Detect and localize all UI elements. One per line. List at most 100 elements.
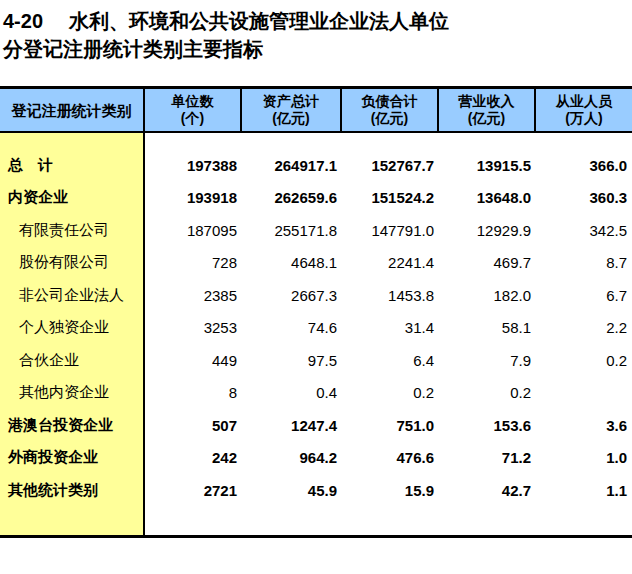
cell-value: 58.1 xyxy=(439,319,536,336)
cell-value: 193918 xyxy=(145,189,242,206)
cell-value: 2721 xyxy=(145,482,242,499)
column-header-label: 从业人员 xyxy=(556,93,612,110)
cell-value: 964.2 xyxy=(242,449,342,466)
row-label: 内资企业 xyxy=(0,188,145,207)
table-row: 港澳台投资企业5071247.4751.0153.63.6 xyxy=(0,409,632,442)
table-row: 股份有限公司7284648.12241.4469.78.7 xyxy=(0,247,632,280)
row-label: 有限责任公司 xyxy=(0,221,145,240)
cell-value: 8 xyxy=(145,384,242,401)
page: 4-20 水利、环境和公共设施管理业企业法人单位 分登记注册统计类别主要指标 登记… xyxy=(0,0,632,574)
cell-value: 74.6 xyxy=(242,319,342,336)
table-row: 其他统计类别272145.915.942.71.1 xyxy=(0,474,632,507)
cell-value: 242 xyxy=(145,449,242,466)
cell-value: 4648.1 xyxy=(242,254,342,271)
cell-value: 42.7 xyxy=(439,482,536,499)
cell-value: 1453.8 xyxy=(342,287,439,304)
row-label: 其他统计类别 xyxy=(0,481,145,500)
column-header-revenue: 营业收入 (亿元) xyxy=(439,89,536,131)
table-row: 个人独资企业325374.631.458.12.2 xyxy=(0,312,632,345)
cell-value: 147791.0 xyxy=(342,222,439,239)
row-label: 外商投资企业 xyxy=(0,448,145,467)
cell-value: 1.0 xyxy=(536,449,632,466)
cell-value: 187095 xyxy=(145,222,242,239)
cell-value: 0.4 xyxy=(242,384,342,401)
column-header-unit: (亿元) xyxy=(272,110,309,127)
cell-value: 1247.4 xyxy=(242,417,342,434)
row-label: 合伙企业 xyxy=(0,351,145,370)
cell-value: 728 xyxy=(145,254,242,271)
row-label: 总 计 xyxy=(0,156,145,175)
row-label: 非公司企业法人 xyxy=(0,286,145,305)
table-title-text: 水利、环境和公共设施管理业企业法人单位 xyxy=(69,10,449,32)
cell-value: 197388 xyxy=(145,157,242,174)
page-title-line2: 分登记注册统计类别主要指标 xyxy=(3,35,632,63)
cell-value: 1.1 xyxy=(536,482,632,499)
page-title: 4-20 水利、环境和公共设施管理业企业法人单位 分登记注册统计类别主要指标 xyxy=(0,0,632,63)
cell-value: 151524.2 xyxy=(342,189,439,206)
cell-value: 262659.6 xyxy=(242,189,342,206)
column-header-units: 单位数 (个) xyxy=(145,89,242,131)
cell-value: 469.7 xyxy=(439,254,536,271)
table-body: 总 计197388264917.1152767.713915.5366.0内资企… xyxy=(0,133,632,538)
table-row: 总 计197388264917.1152767.713915.5366.0 xyxy=(0,149,632,182)
column-header-liabilities: 负债合计 (亿元) xyxy=(342,89,439,131)
cell-value: 6.7 xyxy=(536,287,632,304)
cell-value: 507 xyxy=(145,417,242,434)
column-header-employees: 从业人员 (万人) xyxy=(536,89,632,131)
row-label: 个人独资企业 xyxy=(0,318,145,337)
column-header-label: 营业收入 xyxy=(459,93,515,110)
table-row: 其他内资企业80.40.20.2 xyxy=(0,377,632,410)
table-header-row: 登记注册统计类别 单位数 (个) 资产总计 (亿元) 负债合计 (亿元) 营业收… xyxy=(0,86,632,133)
cell-value: 0.2 xyxy=(439,384,536,401)
table-row: 有限责任公司187095255171.8147791.012929.9342.5 xyxy=(0,214,632,247)
row-label: 其他内资企业 xyxy=(0,383,145,402)
cell-value: 13648.0 xyxy=(439,189,536,206)
cell-value: 71.2 xyxy=(439,449,536,466)
column-header-unit: (万人) xyxy=(565,110,602,127)
cell-value: 8.7 xyxy=(536,254,632,271)
table-number: 4-20 xyxy=(3,10,43,32)
cell-value: 13915.5 xyxy=(439,157,536,174)
cell-value: 6.4 xyxy=(342,352,439,369)
cell-value: 153.6 xyxy=(439,417,536,434)
column-header-unit: (亿元) xyxy=(371,110,408,127)
cell-value: 360.3 xyxy=(536,189,632,206)
row-label: 港澳台投资企业 xyxy=(0,416,145,435)
table-rows: 总 计197388264917.1152767.713915.5366.0内资企… xyxy=(0,133,632,507)
column-header-unit: (亿元) xyxy=(468,110,505,127)
cell-value: 12929.9 xyxy=(439,222,536,239)
column-header-assets: 资产总计 (亿元) xyxy=(242,89,342,131)
cell-value: 3.6 xyxy=(536,417,632,434)
page-title-line1: 4-20 水利、环境和公共设施管理业企业法人单位 xyxy=(3,7,632,35)
cell-value: 0.2 xyxy=(536,352,632,369)
cell-value: 2241.4 xyxy=(342,254,439,271)
cell-value: 97.5 xyxy=(242,352,342,369)
cell-value: 31.4 xyxy=(342,319,439,336)
table-row: 外商投资企业242964.2476.671.21.0 xyxy=(0,442,632,475)
row-label: 股份有限公司 xyxy=(0,253,145,272)
column-header-label: 单位数 xyxy=(172,93,214,110)
cell-value: 182.0 xyxy=(439,287,536,304)
cell-value: 255171.8 xyxy=(242,222,342,239)
corner-header: 登记注册统计类别 xyxy=(0,89,145,131)
cell-value: 7.9 xyxy=(439,352,536,369)
cell-value: 342.5 xyxy=(536,222,632,239)
column-header-label: 资产总计 xyxy=(263,93,319,110)
cell-value: 152767.7 xyxy=(342,157,439,174)
column-header-label: 负债合计 xyxy=(362,93,418,110)
cell-value: 15.9 xyxy=(342,482,439,499)
table-row: 内资企业193918262659.6151524.213648.0360.3 xyxy=(0,182,632,215)
cell-value: 2.2 xyxy=(536,319,632,336)
cell-value: 3253 xyxy=(145,319,242,336)
cell-value: 449 xyxy=(145,352,242,369)
cell-value: 751.0 xyxy=(342,417,439,434)
cell-value: 476.6 xyxy=(342,449,439,466)
cell-value: 2385 xyxy=(145,287,242,304)
cell-value: 366.0 xyxy=(536,157,632,174)
table-row: 合伙企业44997.56.47.90.2 xyxy=(0,344,632,377)
cell-value: 264917.1 xyxy=(242,157,342,174)
table-row: 非公司企业法人23852667.31453.8182.06.7 xyxy=(0,279,632,312)
stats-table: 登记注册统计类别 单位数 (个) 资产总计 (亿元) 负债合计 (亿元) 营业收… xyxy=(0,86,632,538)
cell-value: 45.9 xyxy=(242,482,342,499)
cell-value: 0.2 xyxy=(342,384,439,401)
